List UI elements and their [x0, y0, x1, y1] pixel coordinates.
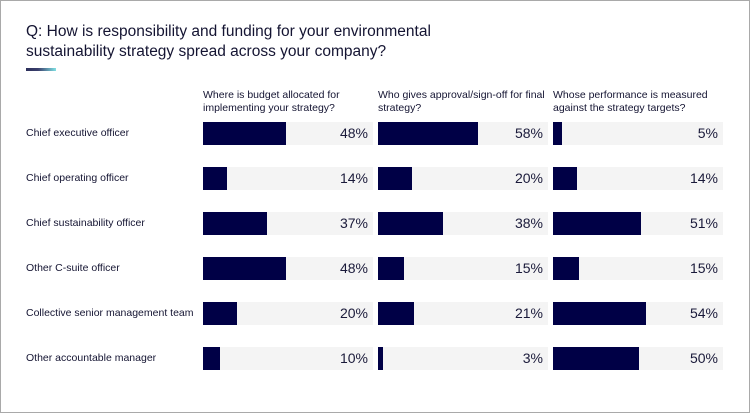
bar	[378, 257, 404, 280]
bar	[378, 122, 478, 145]
bar-track: 14%	[553, 167, 723, 190]
data-label: 14%	[339, 170, 368, 186]
category-label: Collective senior management team	[26, 307, 194, 319]
data-label: 3%	[522, 350, 543, 366]
category-label: Other accountable manager	[26, 352, 157, 364]
bar	[378, 212, 443, 235]
category-label: Chief executive officer	[26, 127, 130, 139]
bar-track: 48%	[203, 122, 373, 145]
bar-track: 14%	[203, 167, 373, 190]
data-label: 37%	[339, 215, 368, 231]
bar	[553, 347, 639, 370]
bar	[553, 122, 562, 145]
data-label: 20%	[514, 170, 543, 186]
bar-track: 5%	[553, 122, 723, 145]
bar	[203, 212, 267, 235]
data-label: 15%	[689, 260, 718, 276]
bar-track: 21%	[378, 302, 548, 325]
data-label: 21%	[514, 305, 543, 321]
bar-track: 48%	[203, 257, 373, 280]
bar	[203, 167, 227, 190]
bar-track: 20%	[203, 302, 373, 325]
bar	[203, 302, 237, 325]
data-label: 54%	[689, 305, 718, 321]
bar-track: 38%	[378, 212, 548, 235]
column-header-2: Who gives approval/sign-off for final st…	[378, 89, 545, 114]
data-label: 48%	[339, 125, 368, 141]
category-label: Chief operating officer	[26, 172, 129, 184]
bar-track: 54%	[553, 302, 723, 325]
bar	[203, 257, 286, 280]
bar-track: 3%	[378, 347, 548, 370]
bar-track: 15%	[553, 257, 723, 280]
data-label: 48%	[339, 260, 368, 276]
data-label: 14%	[689, 170, 718, 186]
bar	[203, 122, 286, 145]
bar	[553, 212, 641, 235]
bar	[378, 167, 412, 190]
data-label: 38%	[514, 215, 543, 231]
bar-track: 58%	[378, 122, 548, 145]
bar	[553, 167, 577, 190]
column-header-3: Whose performance is measured against th…	[553, 89, 708, 114]
category-label: Chief sustainability officer	[26, 217, 145, 229]
data-label: 58%	[514, 125, 543, 141]
chart-title: Q: How is responsibility and funding for…	[26, 23, 431, 60]
data-label: 51%	[689, 215, 718, 231]
bar-track: 51%	[553, 212, 723, 235]
bar-track: 50%	[553, 347, 723, 370]
bar-track: 15%	[378, 257, 548, 280]
bar	[203, 347, 220, 370]
bar	[553, 257, 579, 280]
bar	[378, 302, 414, 325]
column-header-1: Where is budget allocated for implementi…	[203, 89, 340, 114]
category-label: Other C-suite officer	[26, 262, 120, 274]
data-label: 20%	[339, 305, 368, 321]
data-label: 5%	[697, 125, 718, 141]
data-label: 50%	[689, 350, 718, 366]
data-label: 15%	[514, 260, 543, 276]
bar-track: 37%	[203, 212, 373, 235]
bar	[553, 302, 646, 325]
bar-track: 20%	[378, 167, 548, 190]
bar	[378, 347, 383, 370]
bar-track: 10%	[203, 347, 373, 370]
data-label: 10%	[339, 350, 368, 366]
title-accent-line	[26, 68, 56, 71]
